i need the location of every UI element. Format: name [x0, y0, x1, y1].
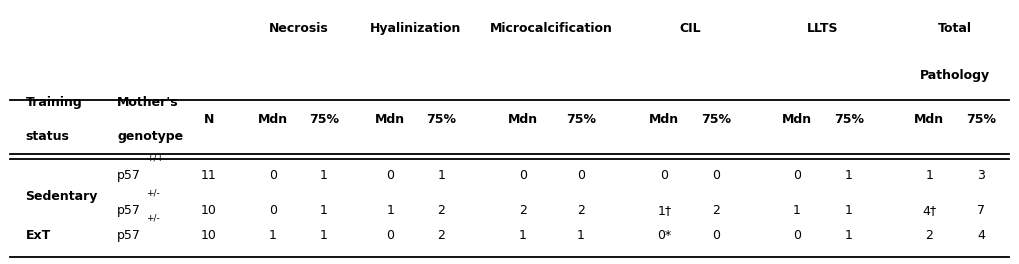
Text: 1: 1: [925, 169, 933, 182]
Text: 1: 1: [386, 204, 394, 218]
Text: 0*: 0*: [657, 229, 672, 242]
Text: 1: 1: [437, 169, 445, 182]
Text: 1†: 1†: [657, 204, 672, 218]
Text: 0: 0: [660, 169, 668, 182]
Text: 1: 1: [320, 229, 328, 242]
Text: 1: 1: [269, 229, 277, 242]
Text: Mdn: Mdn: [258, 113, 288, 126]
Text: genotype: genotype: [117, 130, 183, 143]
Text: 1: 1: [320, 169, 328, 182]
Text: +/-: +/-: [146, 214, 159, 223]
Text: 0: 0: [793, 229, 801, 242]
Text: 2: 2: [519, 204, 527, 218]
Text: Hyalinization: Hyalinization: [370, 22, 462, 35]
Text: 75%: 75%: [966, 113, 997, 126]
Text: 75%: 75%: [834, 113, 864, 126]
Text: Necrosis: Necrosis: [269, 22, 328, 35]
Text: Mdn: Mdn: [782, 113, 812, 126]
Text: CIL: CIL: [680, 22, 701, 35]
Text: 0: 0: [519, 169, 527, 182]
Text: 0: 0: [269, 204, 277, 218]
Text: 1: 1: [793, 204, 801, 218]
Text: 11: 11: [201, 169, 217, 182]
Text: Total: Total: [938, 22, 972, 35]
Text: Training: Training: [25, 96, 83, 109]
Text: p57: p57: [117, 169, 141, 182]
Text: Mdn: Mdn: [507, 113, 538, 126]
Text: 75%: 75%: [309, 113, 339, 126]
Text: 10: 10: [201, 204, 217, 218]
Text: 2: 2: [712, 204, 720, 218]
Text: 2: 2: [925, 229, 933, 242]
Text: 0: 0: [712, 169, 720, 182]
Text: 4†: 4†: [922, 204, 936, 218]
Text: 1: 1: [845, 169, 853, 182]
Text: LLTS: LLTS: [807, 22, 839, 35]
Text: +/+: +/+: [146, 153, 164, 162]
Text: +/-: +/-: [146, 189, 159, 198]
Text: 0: 0: [712, 229, 720, 242]
Text: p57: p57: [117, 229, 141, 242]
Text: ExT: ExT: [25, 229, 51, 242]
Text: 10: 10: [201, 229, 217, 242]
Text: 0: 0: [793, 169, 801, 182]
Text: 2: 2: [437, 229, 445, 242]
Text: 75%: 75%: [701, 113, 732, 126]
Text: Microcalcification: Microcalcification: [490, 22, 613, 35]
Text: 2: 2: [437, 204, 445, 218]
Text: Pathology: Pathology: [920, 69, 990, 82]
Text: Mdn: Mdn: [649, 113, 680, 126]
Text: Sedentary: Sedentary: [25, 190, 98, 203]
Text: 0: 0: [577, 169, 585, 182]
Text: Mdn: Mdn: [375, 113, 406, 126]
Text: 4: 4: [977, 229, 985, 242]
Text: p57: p57: [117, 204, 141, 218]
Text: 75%: 75%: [566, 113, 596, 126]
Text: 1: 1: [577, 229, 585, 242]
Text: Mother's: Mother's: [117, 96, 178, 109]
Text: Mdn: Mdn: [914, 113, 945, 126]
Text: 1: 1: [519, 229, 527, 242]
Text: N: N: [204, 113, 214, 126]
Text: 2: 2: [577, 204, 585, 218]
Text: 3: 3: [977, 169, 985, 182]
Text: 1: 1: [320, 204, 328, 218]
Text: 0: 0: [386, 169, 394, 182]
Text: 0: 0: [386, 229, 394, 242]
Text: status: status: [25, 130, 69, 143]
Text: 0: 0: [269, 169, 277, 182]
Text: 1: 1: [845, 204, 853, 218]
Text: 75%: 75%: [426, 113, 457, 126]
Text: 7: 7: [977, 204, 985, 218]
Text: 1: 1: [845, 229, 853, 242]
